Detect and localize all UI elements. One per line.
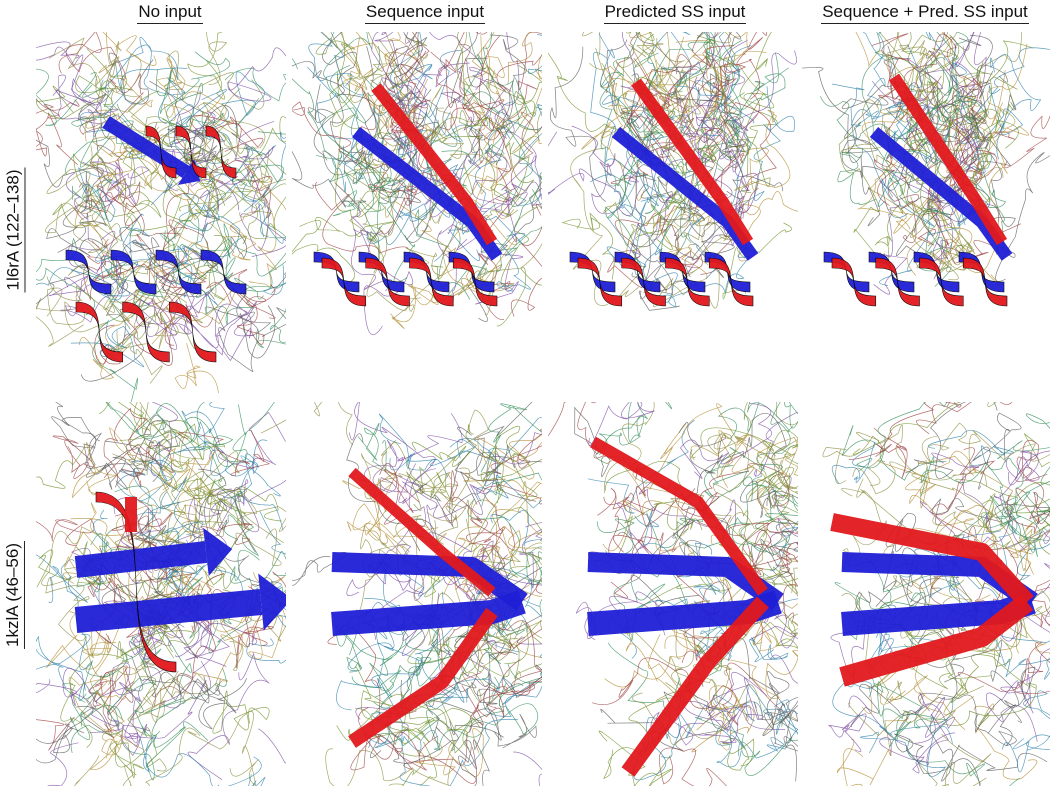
structure-rendering [548, 32, 798, 311]
column-title: Sequence + Pred. SS input [821, 2, 1029, 24]
structure-rendering [36, 32, 286, 402]
predicted-helix [831, 257, 1008, 307]
predicted-strand-lower [621, 596, 769, 777]
predicted-helix [95, 491, 177, 673]
predicted-helix [577, 257, 754, 307]
conformation-traces [36, 32, 286, 402]
predicted-strand-upper [348, 467, 496, 597]
native-strand-upper [74, 527, 233, 578]
structure-rendering [292, 32, 542, 336]
predicted-strand-upper [590, 436, 768, 596]
predicted-helix [321, 257, 498, 307]
predicted-strand-upper [830, 513, 1034, 609]
structure-panel-row2-predicted-ss-input [548, 402, 798, 786]
structure-panel-row2-sequence-input [292, 402, 542, 786]
column-header-no-input: No input [70, 2, 270, 32]
row-label-text: 1l6rA (122–138) [3, 167, 26, 293]
predicted-helix-upper [145, 125, 237, 179]
predicted-strand [371, 83, 498, 246]
structure-panel-row2-seq-pred-ss-input [802, 402, 1050, 786]
structure-panel-row1-predicted-ss-input [548, 32, 798, 402]
row-label-1kzlA: 1kzlA (46–56) [0, 410, 28, 780]
column-header-seq-pred-ss-input: Sequence + Pred. SS input [800, 2, 1050, 32]
conformation-traces [292, 32, 542, 336]
row-label-1l6rA: 1l6rA (122–138) [0, 60, 28, 400]
structure-panel-row1-seq-pred-ss-input [802, 32, 1050, 402]
predicted-strand-lower [839, 594, 1034, 687]
structure-panel-row1-sequence-input [292, 32, 542, 402]
column-title: No input [137, 2, 203, 24]
native-strand [611, 126, 759, 261]
predicted-strand [889, 73, 1008, 246]
predicted-strand [631, 78, 754, 246]
structure-rendering [36, 402, 286, 786]
column-title: Sequence input [364, 2, 486, 24]
native-strand-lower [74, 573, 286, 633]
structure-rendering [292, 402, 542, 786]
column-header-predicted-ss-input: Predicted SS input [560, 2, 790, 32]
predicted-helix-lower [75, 301, 217, 363]
native-strand [352, 126, 503, 261]
row-label-text: 1kzlA (46–56) [3, 541, 26, 649]
native-strand [869, 127, 1013, 261]
native-strand-upper [331, 552, 528, 611]
structure-panel-row1-no-input [36, 32, 286, 402]
predicted-strand-lower [348, 607, 498, 748]
structure-rendering [548, 402, 798, 786]
column-title: Predicted SS input [603, 2, 747, 24]
column-header-sequence-input: Sequence input [315, 2, 535, 32]
native-helix [65, 249, 247, 295]
structure-rendering [802, 32, 1050, 307]
structure-rendering [822, 402, 1050, 786]
structure-panel-row2-no-input [36, 402, 286, 786]
